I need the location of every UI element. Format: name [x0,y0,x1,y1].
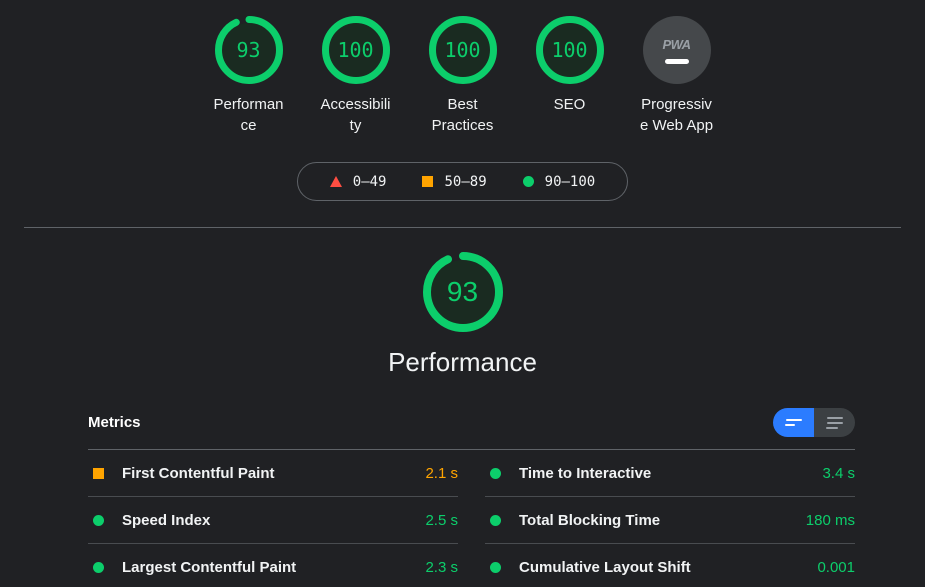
metric-row-total-blocking-time: Total Blocking Time 180 ms [485,497,855,544]
seo-score: 100 [551,38,588,62]
legend-item-average: 50–89 [422,173,487,190]
legend-item-fail: 0–49 [329,173,387,190]
seo-label: SEO [553,96,586,113]
pass-circle-icon [490,514,501,526]
average-square-icon [93,467,104,479]
legend-item-pass: 90–100 [522,173,596,190]
metric-name: Time to Interactive [519,464,652,482]
performance-gauge-icon: 93 [214,16,283,84]
metric-name: Largest Contentful Paint [122,558,297,576]
score-gauge-accessibility[interactable]: 100 Accessibility [302,16,409,136]
metric-name: Speed Index [122,511,211,529]
accessibility-label: Accessibility [320,96,391,134]
expanded-view-button[interactable] [814,408,855,437]
accessibility-gauge-icon: 100 [321,16,390,84]
best-practices-gauge-icon: 100 [428,16,497,84]
metrics-column-left: First Contentful Paint 2.1 s Speed Index… [88,450,458,587]
metric-value: 2.1 s [425,464,458,482]
seo-gauge-icon: 100 [535,16,604,84]
metrics-grid: First Contentful Paint 2.1 s Speed Index… [88,450,855,587]
pass-circle-icon [522,176,534,187]
metrics-column-right: Time to Interactive 3.4 s Total Blocking… [485,450,855,587]
pass-circle-icon [93,561,104,573]
metric-name: First Contentful Paint [122,464,275,482]
metric-value: 2.5 s [425,511,458,529]
metric-value: 0.001 [817,558,855,576]
category-title: Performance [388,347,537,377]
metrics-section: Metrics First Contentful Paint 2.1 s [88,408,855,587]
metric-value: 180 ms [805,511,855,529]
metric-row-largest-contentful-paint: Largest Contentful Paint 2.3 s [88,544,458,587]
metric-name: Total Blocking Time [519,511,661,529]
metrics-header-divider [88,449,855,450]
fail-triangle-icon [329,176,342,187]
pwa-label: Progressive Web App [639,96,714,134]
expanded-view-icon [826,416,843,419]
pwa-dash-icon [664,58,689,64]
metric-value: 3.4 s [822,464,855,482]
pwa-logo-text: PWA [662,36,691,52]
performance-category-gauge[interactable]: 93 [422,252,503,332]
score-gauge-best-practices[interactable]: 100 Best Practices [409,16,516,136]
section-divider [24,227,901,228]
metrics-view-toggle [773,408,855,437]
pass-circle-icon [490,467,501,479]
best-practices-score: 100 [444,38,481,62]
metrics-section-title: Metrics [88,414,141,431]
pass-circle-icon [93,514,104,526]
pass-range-label: 90–100 [544,173,596,190]
average-range-label: 50–89 [444,173,487,190]
metric-value: 2.3 s [425,558,458,576]
average-square-icon [422,176,434,187]
metric-row-cumulative-layout-shift: Cumulative Layout Shift 0.001 [485,544,855,587]
metric-name: Cumulative Layout Shift [519,558,691,576]
performance-score: 93 [236,38,261,62]
fail-range-label: 0–49 [352,173,387,190]
metrics-header: Metrics [88,408,855,437]
score-gauge-seo[interactable]: 100 SEO [516,16,623,136]
metric-row-speed-index: Speed Index 2.5 s [88,497,458,544]
score-gauge-performance[interactable]: 93 Performance [195,16,302,136]
condensed-view-icon [785,419,802,421]
score-scale-legend: 0–49 50–89 90–100 [296,162,629,201]
performance-category-score: 93 [446,276,479,307]
metric-row-first-contentful-paint: First Contentful Paint 2.1 s [88,450,458,497]
best-practices-label: Best Practices [431,96,494,134]
score-summary-row: 93 Performance 100 Accessibility 100 Bes… [0,0,925,136]
performance-category-header: 93 Performance [0,252,925,378]
condensed-view-button[interactable] [773,408,814,437]
metric-row-time-to-interactive: Time to Interactive 3.4 s [485,450,855,497]
pwa-badge-icon: PWA [642,16,711,84]
performance-label: Performance [213,96,284,134]
score-badge-pwa[interactable]: PWA Progressive Web App [623,16,730,136]
accessibility-score: 100 [337,38,374,62]
pass-circle-icon [490,561,501,573]
